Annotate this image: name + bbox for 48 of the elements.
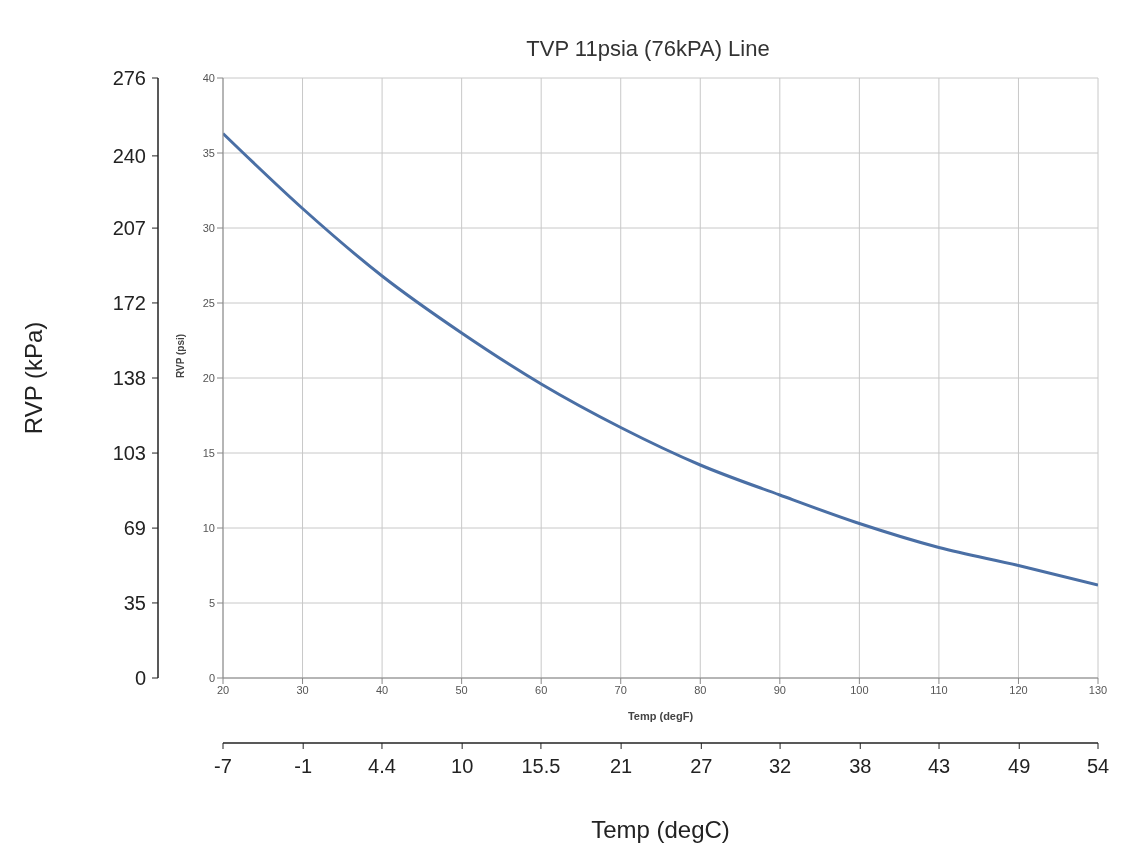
- x-tick-label: 50: [455, 683, 468, 696]
- y2-tick-label: 240: [112, 144, 146, 167]
- x-tick-label: 70: [614, 683, 627, 696]
- x2-axis-title: Temp (degC): [591, 816, 730, 843]
- x-axis-title: Temp (degF): [627, 710, 694, 722]
- y-tick-label: 40: [202, 71, 215, 84]
- x-tick-label: 130: [1088, 683, 1108, 696]
- x-tick-label: 30: [296, 683, 309, 696]
- y-tick-label: 35: [202, 146, 215, 159]
- y-tick-label: 5: [208, 596, 215, 609]
- x2-tick-label: 38: [849, 755, 872, 777]
- x2-tick-label: 21: [609, 755, 633, 777]
- y2-tick-label: 276: [112, 67, 146, 89]
- y2-tick-label: 172: [112, 291, 146, 314]
- x-tick-label: 40: [375, 683, 389, 696]
- x2-tick-label: -7: [214, 755, 232, 777]
- y2-tick-label: 103: [112, 442, 146, 465]
- x2-tick-label: 4.4: [368, 755, 396, 777]
- y2-tick-label: 35: [123, 591, 146, 614]
- x-tick-label: 100: [850, 683, 869, 696]
- x-tick-label: 120: [1009, 683, 1028, 696]
- x-tick-label: 60: [535, 683, 548, 696]
- y-axis-title: RVP (psi): [174, 333, 186, 378]
- y2-tick-label: 0: [134, 667, 146, 689]
- x2-tick-label: 32: [768, 755, 792, 777]
- y2-tick-label: 69: [123, 517, 146, 540]
- y-tick-label: 10: [202, 521, 215, 534]
- x2-tick-label: 43: [927, 755, 951, 777]
- x2-tick-label: 49: [1008, 755, 1031, 777]
- x2-tick-label: -1: [294, 755, 313, 777]
- x-tick-label: 20: [216, 683, 230, 696]
- line-series: [223, 132, 1098, 587]
- x-tick-label: 110: [930, 683, 948, 696]
- y2-tick-label: 138: [112, 367, 146, 389]
- y-tick-label: 0: [208, 671, 215, 684]
- x2-tick-label: 15.5: [521, 755, 561, 777]
- y-tick-label: 20: [202, 371, 215, 384]
- x2-tick-label: 10: [451, 755, 474, 777]
- x2-tick-label: 27: [690, 755, 713, 777]
- y-tick-label: 30: [202, 221, 215, 234]
- x-tick-label: 90: [773, 683, 786, 696]
- y-tick-label: 25: [202, 296, 215, 309]
- chart-title: TVP 11psia (76kPA) Line: [526, 36, 770, 61]
- x2-tick-label: 54: [1086, 755, 1110, 777]
- y-tick-label: 15: [202, 446, 215, 459]
- y2-tick-label: 207: [112, 217, 146, 240]
- x-tick-label: 80: [694, 683, 707, 696]
- y2-axis-title: RVP (kPa): [20, 321, 47, 435]
